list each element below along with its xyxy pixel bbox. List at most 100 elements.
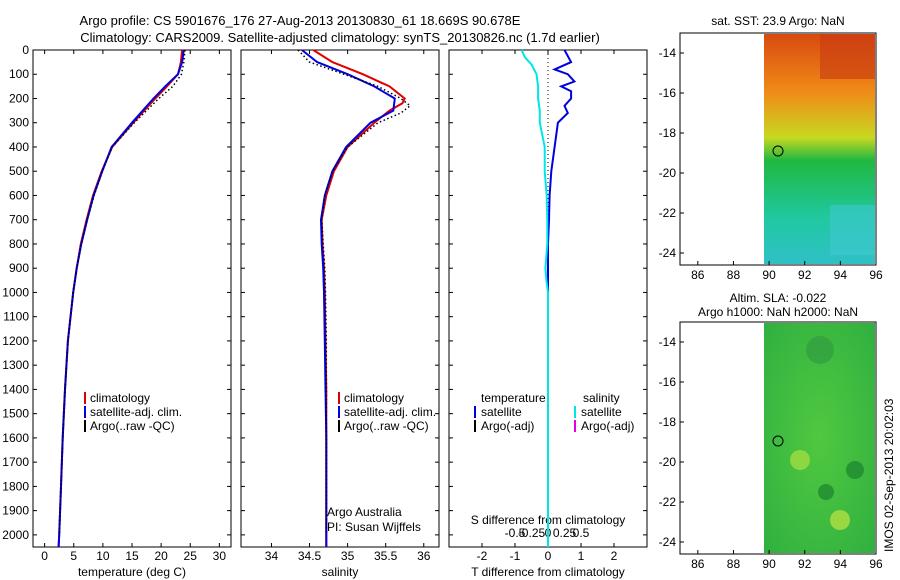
map-y-tick-label: -20 [659, 455, 677, 469]
depth-tick-label: 100 [9, 67, 29, 81]
salinity-axes-box [240, 49, 440, 548]
map-y-tick-label: -16 [659, 86, 677, 100]
depth-tick-label: 300 [9, 116, 29, 130]
legend-argo: Argo(..raw -QC) [344, 419, 429, 433]
map-y-tick-label: -14 [659, 46, 677, 60]
depth-axis: 0 100 200 300 400 500 600 700 800 900 1000 1100 1200… [2, 43, 647, 542]
difference-legend: temperature salinity satellite Argo(-adj… [474, 391, 634, 433]
depth-tick-label: 1500 [2, 407, 29, 421]
sst-map: sat. SST: 23.9 Argo: NaN 86 88 90 92 94 96 -14… [659, 14, 883, 282]
map-x-tick-label: 92 [798, 268, 812, 282]
x-tick-label: 20 [154, 549, 168, 563]
x-tick-label: 0 [545, 549, 552, 563]
legend-satellite: satellite-adj. clim. [90, 405, 182, 419]
map-x-tick-label: 86 [691, 557, 705, 571]
depth-tick-label: 500 [9, 164, 29, 178]
depth-tick-label: 1300 [2, 358, 29, 372]
x-tick-label: 25 [184, 549, 198, 563]
depth-tick-label: 700 [9, 213, 29, 227]
series-temperature-satellite [547, 49, 577, 547]
legend-climatology: climatology [344, 391, 404, 405]
map-y-tick-label: -24 [659, 535, 677, 549]
legend-temp-argo: Argo(-adj) [481, 419, 534, 433]
depth-tick-label: 1600 [2, 431, 29, 445]
s-tick-label: -0.25 [518, 526, 546, 540]
x-tick-label: -1 [510, 549, 521, 563]
x-tick-label: -2 [477, 549, 488, 563]
map-y-tick-label: -20 [659, 166, 677, 180]
legend-temp-satellite: satellite [481, 405, 522, 419]
depth-tick-label: 900 [9, 261, 29, 275]
series-climatology [57, 49, 184, 548]
depth-tick-label: 1200 [2, 334, 29, 348]
sla-high-patch [790, 450, 810, 470]
sla-map: Altim. SLA: -0.022 Argo h1000: NaN h2000… [659, 291, 883, 571]
series-satellite-adj-clim- [301, 49, 396, 547]
legend-sal-argo: Argo(-adj) [581, 419, 634, 433]
x-tick-label: 1 [578, 549, 585, 563]
sst-map-title: sat. SST: 23.9 Argo: NaN [711, 14, 844, 28]
x-tick-label: 35.5 [374, 549, 398, 563]
map-x-tick-label: 90 [762, 557, 776, 571]
map-y-tick-label: -14 [659, 335, 677, 349]
sla-map-title2: Argo h1000: NaN h2000: NaN [698, 305, 858, 319]
sla-high-patch [830, 510, 850, 530]
legend-temperature-heading: temperature [481, 391, 546, 405]
x-tick-label: 15 [125, 549, 139, 563]
x-tick-label: 34 [265, 549, 279, 563]
x-axes-ticks: 0 5 10 15 20 25 30 34 34.5 35 35.5 36 -2 -1 0 1 2 -0.5-0.… [41, 50, 618, 563]
title-line2: Climatology: CARS2009. Satellite-adjuste… [80, 30, 600, 45]
argo-location-marker [772, 435, 784, 447]
series-argo-raw-qc- [58, 49, 186, 535]
x-tick-label: 36 [417, 549, 431, 563]
temperature-xlabel: temperature (deg C) [78, 565, 186, 579]
x-tick-label: 34.5 [298, 549, 322, 563]
x-tick-label: 2 [611, 549, 618, 563]
map-y-tick-label: -22 [659, 206, 677, 220]
sst-warm-patch [820, 34, 875, 79]
argo-location-marker [772, 145, 784, 157]
depth-tick-label: 1100 [3, 310, 29, 324]
legend-sal-satellite: satellite [581, 405, 622, 419]
map-y-tick-label: -16 [659, 375, 677, 389]
depth-tick-label: 1400 [2, 382, 29, 396]
sla-low-patch [846, 461, 864, 479]
x-tick-label: 5 [70, 549, 77, 563]
credit-line1: Argo Australia [327, 505, 402, 519]
salinity-legend: climatology satellite-adj. clim. Argo(..… [327, 391, 436, 534]
depth-tick-label: 0 [22, 43, 29, 57]
map-x-tick-label: 96 [869, 557, 883, 571]
s-tick-label: -0.5 [505, 526, 526, 540]
map-x-tick-label: 88 [727, 557, 741, 571]
depth-tick-label: 1900 [2, 504, 29, 518]
sla-map-ticks: 86 88 90 92 94 96 -14 -16 -18 -20 -22 -24 [659, 335, 883, 571]
series-satellite-adj-clim- [57, 49, 185, 548]
temperature-legend: climatology satellite-adj. clim. Argo(..… [84, 391, 182, 433]
s-tick-label: 0.25 [553, 526, 577, 540]
map-x-tick-label: 90 [762, 268, 776, 282]
map-x-tick-label: 94 [834, 268, 848, 282]
legend-argo: Argo(..raw -QC) [90, 419, 175, 433]
legend-climatology: climatology [90, 391, 150, 405]
map-x-tick-label: 86 [691, 268, 705, 282]
depth-tick-label: 600 [9, 188, 29, 202]
legend-salinity-heading: salinity [583, 391, 620, 405]
x-tick-label: 10 [96, 549, 110, 563]
map-x-tick-label: 94 [834, 557, 848, 571]
temperature-panel: temperature (deg C) [32, 49, 232, 579]
s-tick-label: 0.5 [573, 526, 590, 540]
map-y-tick-label: -18 [659, 415, 677, 429]
sst-map-ticks: 86 88 90 92 94 96 -14 -16 -18 -20 -22 -24 [659, 46, 883, 282]
depth-tick-label: 2000 [2, 528, 29, 542]
map-y-tick-label: -18 [659, 126, 677, 140]
map-x-tick-label: 88 [727, 268, 741, 282]
map-x-tick-label: 96 [869, 268, 883, 282]
x-tick-label: 35 [341, 549, 355, 563]
sla-low-patch [818, 484, 834, 500]
sla-map-title1: Altim. SLA: -0.022 [730, 291, 827, 305]
series-salinity-satellite [520, 49, 549, 547]
profile-lines [57, 49, 577, 548]
sla-low-patch [806, 336, 834, 364]
map-x-tick-label: 92 [798, 557, 812, 571]
